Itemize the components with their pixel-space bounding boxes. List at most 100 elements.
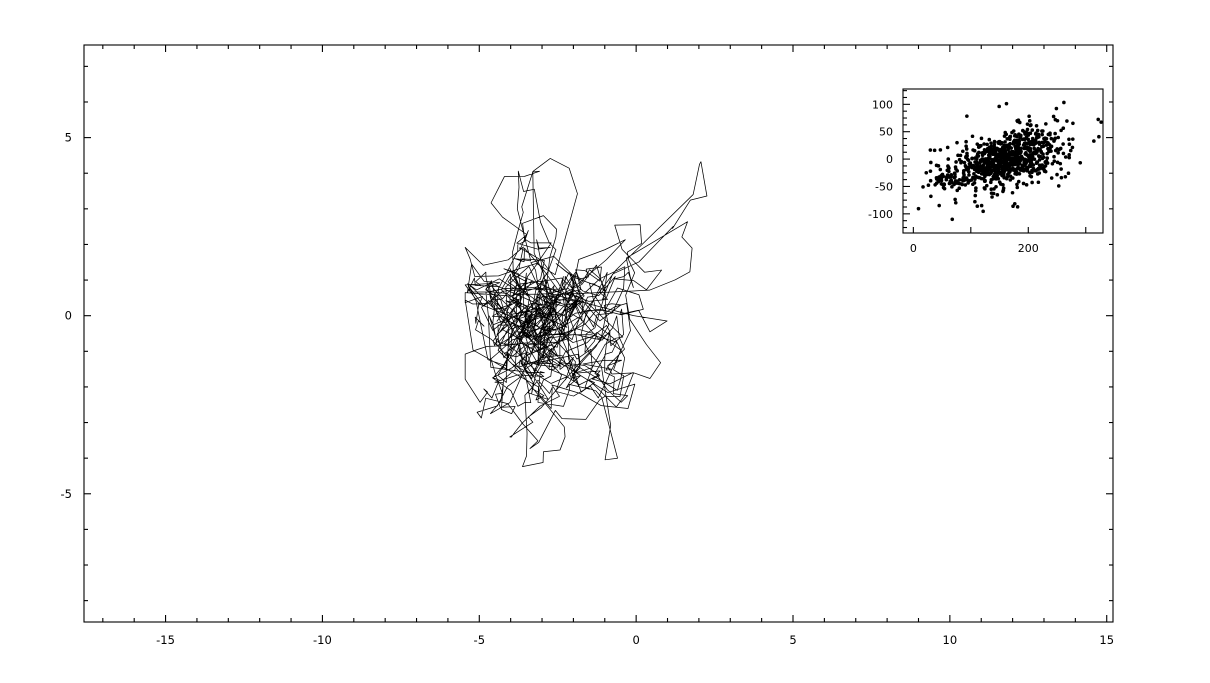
scatter-point [1033, 141, 1038, 146]
scatter-point [1001, 145, 1006, 150]
scatter-point [1014, 134, 1019, 139]
scatter-point [984, 171, 989, 176]
scatter-point [981, 209, 985, 214]
scatter-point [1054, 106, 1059, 111]
scatter-point [1004, 101, 1009, 106]
scatter-point [1041, 155, 1046, 160]
scatter-point [1010, 176, 1015, 180]
scatter-point [1030, 170, 1034, 175]
scatter-point [1037, 135, 1041, 139]
scatter-point [983, 187, 987, 191]
scatter-point [999, 156, 1004, 160]
scatter-point [985, 142, 989, 147]
scatter-point [1004, 144, 1008, 148]
scatter-point [964, 144, 968, 148]
scatter-point [966, 158, 971, 162]
scatter-point [1063, 155, 1068, 159]
scatter-point [1037, 140, 1041, 145]
scatter-point [928, 148, 933, 152]
y-ticklabel: 0 [65, 309, 72, 323]
scatter-point [1015, 148, 1020, 153]
scatter-point [979, 159, 984, 163]
scatter-point [997, 104, 1001, 109]
scatter-point [1034, 148, 1039, 153]
scatter-point [1023, 137, 1027, 142]
scatter-point [1059, 128, 1063, 133]
scatter-point [990, 195, 994, 199]
scatter-point [1040, 144, 1044, 149]
scatter-point [1055, 160, 1060, 165]
scatter-point [953, 200, 958, 205]
inset-ticks: 0 200 100 50 0 -50 -100 [868, 90, 1087, 255]
scatter-point [1017, 139, 1022, 144]
scatter-point [946, 157, 951, 161]
scatter-point [993, 170, 998, 174]
scatter-point [1005, 174, 1010, 179]
scatter-point [1066, 171, 1071, 176]
x-ticklabel: -5 [474, 633, 485, 647]
scatter-point [1052, 154, 1056, 159]
scatter-point [954, 167, 958, 171]
scatter-point [956, 153, 960, 158]
scatter-point [992, 187, 996, 191]
scatter-point [1039, 150, 1043, 155]
scatter-point [995, 193, 1000, 197]
scatter-point [987, 146, 991, 151]
scatter-point [958, 153, 963, 158]
scatter-point [992, 139, 997, 144]
scatter-point [961, 149, 965, 154]
scatter-point [1061, 151, 1066, 156]
scatter-point [1011, 166, 1015, 170]
scatter-point [1007, 145, 1012, 150]
scatter-point [978, 167, 983, 172]
scatter-point [1012, 138, 1017, 143]
scatter-point [974, 162, 979, 166]
scatter-point [1062, 100, 1066, 105]
scatter-point [1002, 134, 1007, 138]
scatter-point [1009, 152, 1013, 157]
scatter-point [942, 182, 946, 186]
scatter-point [934, 175, 939, 180]
scatter-point [1007, 142, 1012, 147]
scatter-point [1070, 145, 1075, 150]
scatter-point [970, 134, 975, 139]
inset-y-ticklabel: 100 [872, 98, 893, 111]
scatter-point [953, 175, 957, 179]
inset-y-ticklabel: -100 [868, 208, 893, 221]
scatter-point [1056, 135, 1061, 140]
scatter-point [1059, 167, 1063, 171]
scatter-point [999, 141, 1004, 145]
scatter-point [1045, 156, 1050, 160]
scatter-point [1026, 137, 1031, 142]
scatter-point [1050, 161, 1055, 166]
scatter-point [1023, 152, 1028, 156]
scatter-point [1034, 151, 1038, 156]
scatter-point [1027, 114, 1031, 119]
scatter-point [945, 173, 950, 177]
y-ticklabel: 5 [65, 131, 72, 145]
scatter-point [1051, 114, 1056, 119]
scatter-point [1099, 120, 1103, 124]
scatter-point [989, 187, 994, 192]
scatter-point [1014, 167, 1019, 172]
scatter-point [1020, 156, 1025, 160]
scatter-point [1013, 162, 1017, 167]
x-ticklabel: -10 [313, 633, 332, 647]
scatter-point [973, 188, 978, 193]
scatter-point [945, 145, 950, 150]
scatter-point [926, 183, 931, 187]
scatter-point [959, 160, 963, 165]
scatter-point [976, 165, 981, 170]
scatter-point [991, 177, 996, 181]
scatter-point [939, 182, 944, 186]
scatter-point [967, 173, 971, 177]
scatter-point [1025, 165, 1029, 170]
scatter-point [979, 136, 984, 141]
scatter-point [964, 147, 969, 151]
scatter-point [1049, 136, 1054, 141]
scatter-point [1027, 119, 1032, 123]
scatter-point [924, 170, 929, 175]
scatter-point [1046, 132, 1051, 137]
scatter-point [961, 175, 966, 180]
